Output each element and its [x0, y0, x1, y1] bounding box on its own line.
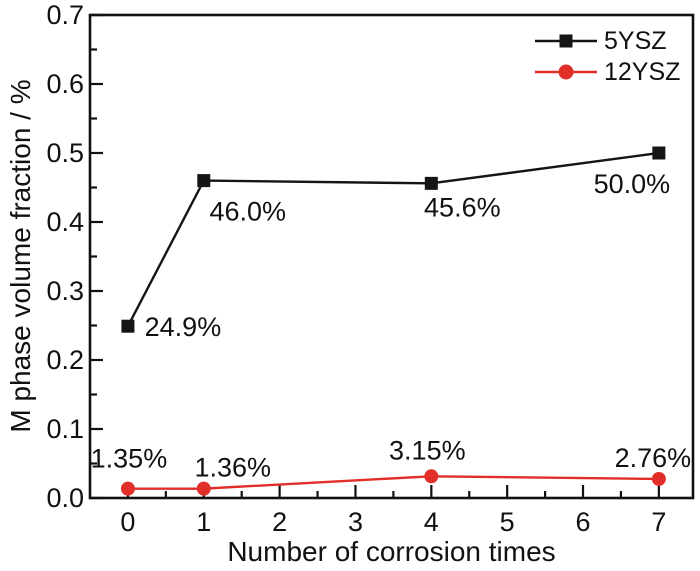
legend-label-12ysz: 12YSZ	[604, 58, 680, 86]
y-tick-label-0.7: 0.7	[46, 0, 84, 30]
series-line-5ysz	[126, 151, 660, 327]
data-point-5ysz-x4	[424, 176, 438, 190]
x-tick-label-1: 1	[196, 507, 211, 537]
data-point-12ysz-x1	[196, 481, 211, 496]
point-label-12ysz-x0: 1.35%	[91, 444, 168, 474]
point-label-12ysz-x7: 2.76%	[615, 443, 692, 473]
x-tick-label-3: 3	[348, 507, 363, 537]
plot-frame	[88, 13, 695, 500]
legend-label-5ysz: 5YSZ	[604, 27, 667, 55]
data-point-12ysz-x7	[651, 471, 666, 486]
data-point-12ysz-x4	[424, 469, 439, 484]
x-tick-label-7: 7	[651, 507, 666, 537]
y-tick-label-0.4: 0.4	[46, 207, 84, 237]
data-point-12ysz-x0	[120, 481, 135, 496]
y-tick-label-0.3: 0.3	[46, 276, 84, 306]
legend-marker-12ysz	[558, 64, 574, 80]
y-tick-label-0.2: 0.2	[46, 345, 84, 375]
point-label-12ysz-x4: 3.15%	[389, 435, 466, 465]
point-label-5ysz-x7: 50.0%	[594, 169, 671, 199]
point-label-5ysz-x1: 46.0%	[209, 197, 286, 227]
point-label-12ysz-x1: 1.36%	[194, 453, 271, 483]
series-line-12ysz	[127, 475, 659, 490]
x-tick-label-5: 5	[500, 507, 515, 537]
x-tick-label-6: 6	[576, 507, 591, 537]
x-axis-title: Number of corrosion times	[227, 536, 556, 567]
point-label-5ysz-x0: 24.9%	[145, 312, 222, 342]
x-tick-label-2: 2	[272, 507, 287, 537]
y-tick-label-0.1: 0.1	[46, 414, 84, 444]
data-point-5ysz-x0	[121, 319, 135, 333]
point-label-5ysz-x4: 45.6%	[424, 192, 501, 222]
y-tick-label-0.6: 0.6	[46, 69, 84, 99]
y-tick-label-0.0: 0.0	[46, 483, 84, 513]
legend-marker-5ysz	[559, 34, 573, 48]
data-point-5ysz-x1	[197, 174, 211, 188]
x-tick-label-0: 0	[120, 507, 135, 537]
data-point-5ysz-x7	[652, 146, 666, 160]
x-tick-label-4: 4	[424, 507, 439, 537]
y-tick-label-0.5: 0.5	[46, 138, 84, 168]
y-axis-title: M phase volume fraction / %	[5, 79, 36, 433]
